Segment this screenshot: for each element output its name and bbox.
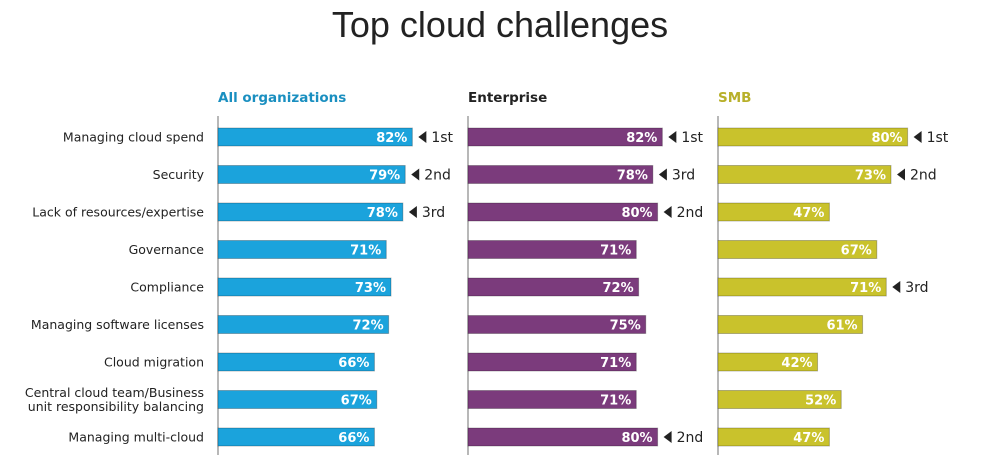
value-label: 71%	[350, 244, 381, 259]
value-label: 78%	[367, 206, 398, 221]
rank-label: 1st	[681, 130, 703, 146]
bar	[717, 240, 878, 259]
value-label: 66%	[338, 356, 369, 371]
rank-label: 1st	[431, 130, 453, 146]
bar	[717, 315, 864, 334]
rank-arrow-icon	[663, 206, 672, 218]
bar	[717, 127, 909, 147]
value-label: 80%	[871, 131, 902, 146]
value-label: 72%	[353, 319, 384, 334]
rank-label: 3rd	[422, 205, 445, 221]
rank-arrow-icon	[411, 168, 420, 181]
value-label: 82%	[376, 131, 407, 146]
value-label: 61%	[826, 319, 857, 334]
value-label: 67%	[841, 244, 872, 259]
bar	[217, 127, 413, 147]
bar	[717, 202, 830, 222]
rank-label: 2nd	[677, 205, 704, 221]
bar	[467, 427, 659, 447]
series-header: Enterprise	[468, 90, 547, 106]
value-label: 47%	[793, 206, 824, 221]
value-label: 79%	[369, 169, 400, 184]
value-label: 82%	[626, 131, 657, 146]
value-label: 78%	[617, 169, 648, 184]
bar	[717, 427, 830, 447]
bar	[217, 315, 390, 334]
rank-label: 2nd	[910, 168, 937, 184]
value-label: 52%	[805, 394, 836, 409]
category-label: Cloud migration	[104, 355, 204, 370]
rank-arrow-icon	[913, 131, 922, 143]
value-label: 73%	[855, 169, 886, 184]
bar	[717, 277, 887, 297]
category-label: unit responsibility balancing	[28, 399, 204, 414]
value-label: 42%	[781, 356, 812, 371]
rank-label: 2nd	[677, 430, 704, 446]
series-header: All organizations	[218, 90, 346, 106]
rank-label: 1st	[927, 130, 949, 146]
bar	[467, 240, 637, 259]
category-label: Governance	[129, 242, 205, 257]
category-label: Compliance	[130, 280, 204, 295]
value-label: 47%	[793, 431, 824, 446]
bar	[217, 390, 378, 409]
bar	[217, 427, 375, 447]
bar	[467, 390, 637, 409]
category-label: Managing cloud spend	[63, 130, 204, 145]
rank-arrow-icon	[668, 131, 677, 143]
category-label: Lack of resources/expertise	[32, 205, 204, 220]
rank-arrow-icon	[663, 431, 672, 443]
bar	[467, 127, 663, 147]
bar	[467, 315, 647, 334]
category-label: Managing multi-cloud	[68, 430, 204, 445]
rank-label: 2nd	[424, 168, 451, 184]
bar	[217, 165, 406, 184]
category-label: Security	[153, 167, 205, 182]
value-label: 75%	[610, 319, 641, 334]
value-label: 80%	[621, 431, 652, 446]
bar	[217, 202, 404, 222]
value-label: 72%	[603, 281, 634, 296]
value-label: 71%	[850, 281, 881, 296]
value-label: 66%	[338, 431, 369, 446]
value-label: 73%	[355, 281, 386, 296]
bar	[717, 390, 842, 409]
value-label: 71%	[600, 394, 631, 409]
chart-title: Top cloud challenges	[331, 4, 669, 45]
value-label: 67%	[341, 394, 372, 409]
bar	[467, 352, 637, 372]
bar	[217, 240, 387, 259]
rank-arrow-icon	[897, 168, 906, 181]
rank-label: 3rd	[672, 168, 695, 184]
bar	[717, 352, 819, 372]
rank-label: 3rd	[905, 280, 928, 296]
value-label: 80%	[621, 206, 652, 221]
bar	[217, 352, 375, 372]
rank-arrow-icon	[658, 168, 667, 181]
category-label: Central cloud team/Business	[25, 385, 204, 400]
bar	[217, 277, 392, 297]
bar	[467, 165, 654, 184]
value-label: 71%	[600, 244, 631, 259]
rank-arrow-icon	[892, 281, 901, 293]
bar	[467, 202, 659, 222]
series-header: SMB	[718, 90, 751, 106]
bar	[467, 277, 640, 297]
rank-arrow-icon	[418, 131, 427, 143]
bar	[717, 165, 892, 184]
value-label: 71%	[600, 356, 631, 371]
category-label: Managing software licenses	[31, 317, 204, 332]
rank-arrow-icon	[408, 206, 417, 218]
